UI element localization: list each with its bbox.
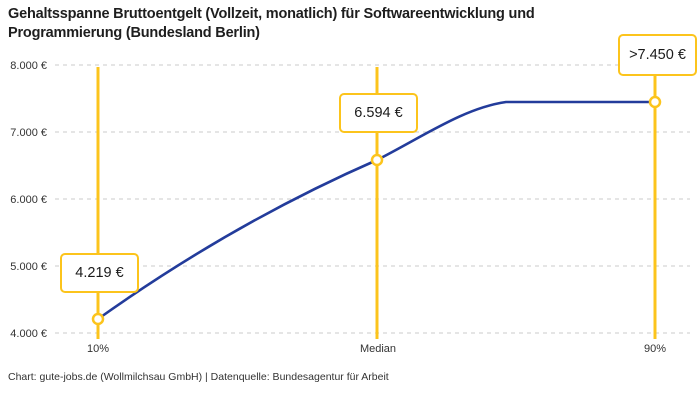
value-callout-10p: 4.219 € xyxy=(60,253,139,293)
salary-curve xyxy=(96,100,657,321)
value-label-median: 6.594 € xyxy=(354,105,403,121)
y-tick-7000: 7.000 € xyxy=(10,127,47,139)
y-tick-6000: 6.000 € xyxy=(10,194,47,206)
x-tick-10p: 10% xyxy=(87,343,109,355)
y-tick-5000: 5.000 € xyxy=(10,261,47,273)
attribution-source-line: Chart: gute-jobs.de (Wollmilchsau GmbH) … xyxy=(8,371,389,383)
y-axis-labels: 8.000 € 7.000 € 6.000 € 5.000 € 4.000 € xyxy=(10,60,47,340)
y-tick-8000: 8.000 € xyxy=(10,60,47,72)
value-label-10p: 4.219 € xyxy=(75,265,124,281)
data-point-markers xyxy=(91,95,662,326)
value-label-90p: >7.450 € xyxy=(629,47,686,63)
gridlines xyxy=(55,64,690,334)
data-point-10p[interactable] xyxy=(91,312,105,326)
x-axis-labels: 10% Median 90% xyxy=(87,343,666,355)
x-tick-90p: 90% xyxy=(644,343,666,355)
page-title: Gehaltsspanne Bruttoentgelt (Vollzeit, m… xyxy=(8,6,535,41)
data-point-90p[interactable] xyxy=(648,95,662,109)
y-tick-4000: 4.000 € xyxy=(10,328,47,340)
x-tick-median: Median xyxy=(360,343,396,355)
value-callout-90p: >7.450 € xyxy=(618,34,697,76)
value-callout-median: 6.594 € xyxy=(339,93,418,133)
data-point-median[interactable] xyxy=(370,153,384,167)
